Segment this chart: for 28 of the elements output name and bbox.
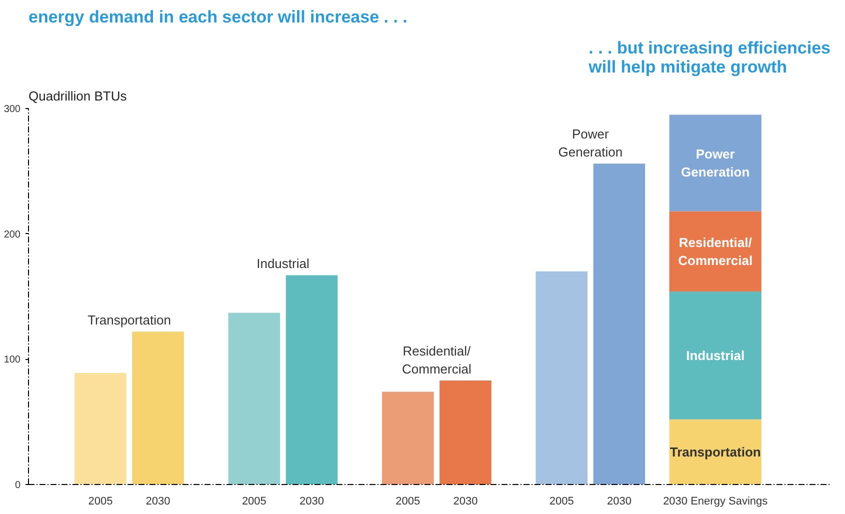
bar [228, 312, 280, 484]
series-label: Power Generation [558, 126, 623, 160]
text: Power Generation [681, 146, 750, 180]
y-axis-title: Quadrillion BTUs [28, 88, 128, 104]
series-label: Industrial [256, 256, 310, 272]
series-label: Residential/ Commercial [402, 343, 472, 376]
x-tick-label: 2030 [453, 496, 478, 508]
text: Transportation [88, 312, 171, 328]
x-tick-label: 2005 [88, 496, 113, 508]
x-tick-label: 2005 [242, 496, 266, 508]
y-tick-label: 200 [4, 229, 21, 240]
bar [74, 372, 126, 484]
y-tick-label: 300 [4, 104, 21, 115]
x-tick-label: 2030 Energy Savings [663, 496, 768, 508]
chart-title: energy demand in each sector will increase . . . [28, 8, 408, 26]
x-tick-label: 2030 [606, 496, 632, 508]
x-tick-label: 2030 [300, 496, 324, 508]
x-tick-label: 2005 [549, 496, 574, 508]
x-tick-label: 2030 [146, 496, 170, 508]
text: Residential/ Commercial [678, 234, 753, 268]
y-tick-label: 0 [14, 480, 21, 491]
bar [536, 271, 588, 484]
text: . . . but increasing efficiencies will help mitigate growth [588, 38, 831, 76]
y-tick-label: 100 [4, 354, 21, 366]
bar [382, 392, 434, 484]
series-label: Transportation [670, 444, 761, 460]
text: Industrial [686, 348, 745, 363]
x-tick-label: 2005 [396, 496, 420, 508]
